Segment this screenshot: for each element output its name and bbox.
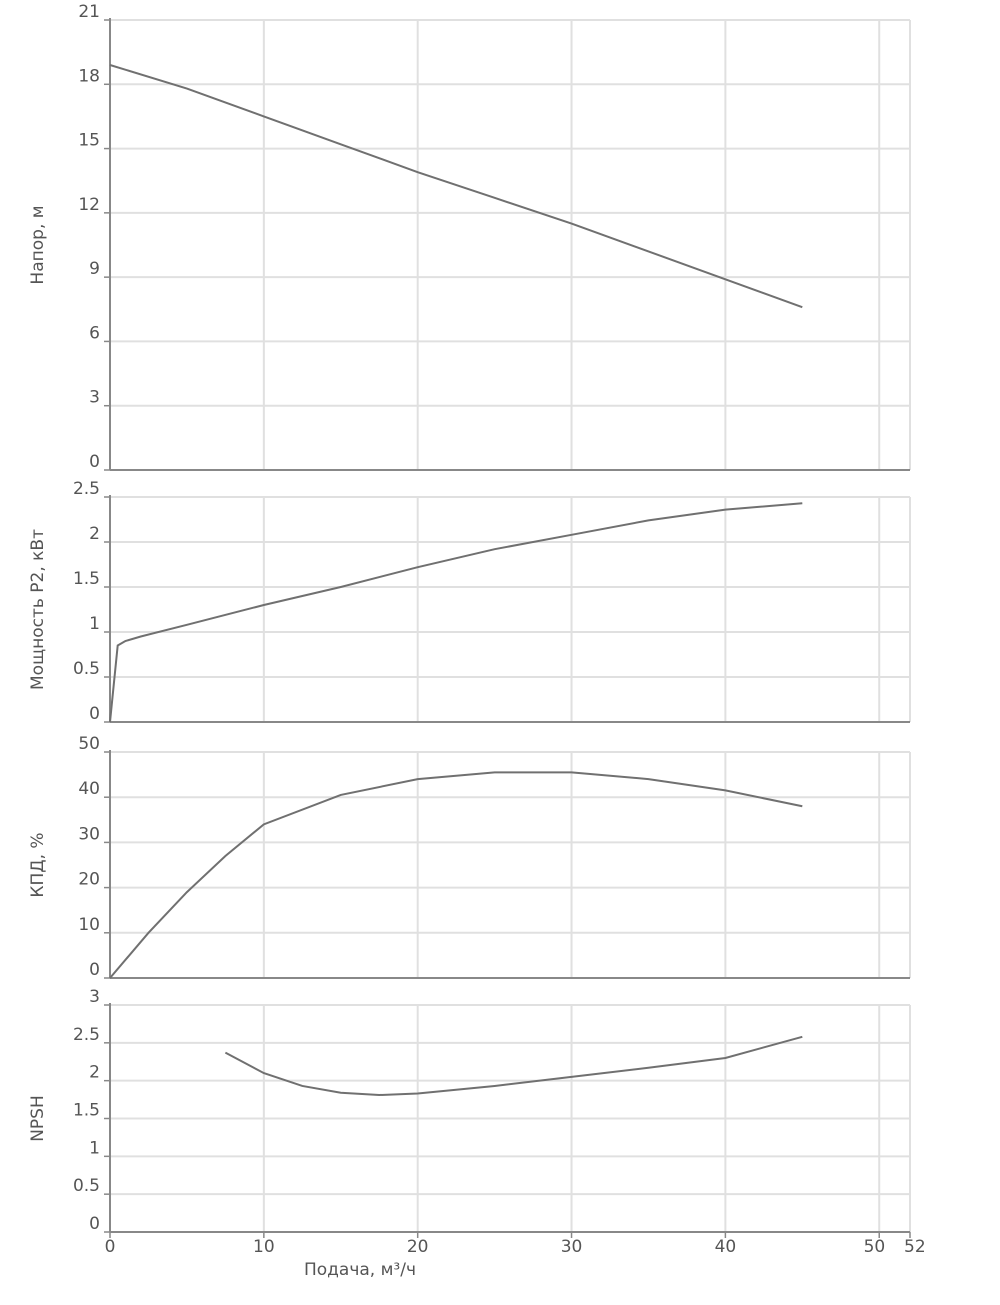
y-tick-label: 2.5 (73, 1025, 100, 1045)
x-tick-label: 20 (407, 1237, 429, 1257)
line (109, 64, 803, 309)
line (109, 502, 803, 723)
y-tick-label: 1 (89, 614, 100, 634)
x-tick-label: 52 (904, 1237, 926, 1257)
y-axis-label: NPSH (28, 1095, 48, 1142)
x-tick-label: 10 (253, 1237, 275, 1257)
y-tick-label: 20 (78, 870, 100, 890)
y-tick-label: 0.5 (73, 1176, 100, 1196)
y-tick-label: 15 (78, 131, 100, 151)
y-tick-label: 1 (89, 1138, 100, 1158)
y-tick-label: 0 (89, 960, 100, 980)
y-tick-label: 6 (89, 323, 100, 343)
y-tick-label: 0 (89, 704, 100, 724)
y-tick-label: 40 (78, 779, 100, 799)
y-tick-label: 2.5 (73, 479, 100, 499)
y-tick-label: 21 (78, 2, 100, 22)
x-tick-label: 50 (864, 1237, 886, 1257)
y-tick-label: 1.5 (73, 1101, 100, 1121)
y-tick-label: 12 (78, 195, 100, 215)
y-tick-label: 2 (89, 1063, 100, 1083)
x-tick-label: 40 (715, 1237, 737, 1257)
y-tick-label: 0 (89, 452, 100, 472)
y-tick-label: 18 (78, 66, 100, 86)
y-tick-label: 3 (89, 987, 100, 1007)
x-tick-label: 0 (105, 1237, 116, 1257)
y-tick-label: 3 (89, 388, 100, 408)
y-tick-label: 1.5 (73, 569, 100, 589)
y-axis-label: КПД, % (28, 832, 48, 897)
y-tick-label: 9 (89, 259, 100, 279)
x-tick-label: 30 (561, 1237, 583, 1257)
y-tick-label: 30 (78, 824, 100, 844)
y-tick-label: 2 (89, 524, 100, 544)
y-axis-label: Мощность P2, кВт (28, 529, 48, 690)
x-axis-label: Подача, м³/ч (304, 1260, 416, 1280)
y-axis-label: Напор, м (28, 205, 48, 284)
line (224, 1035, 803, 1097)
y-tick-label: 0 (89, 1214, 100, 1234)
y-tick-label: 50 (78, 734, 100, 754)
y-tick-label: 0.5 (73, 659, 100, 679)
line (109, 771, 803, 979)
y-tick-label: 10 (78, 915, 100, 935)
